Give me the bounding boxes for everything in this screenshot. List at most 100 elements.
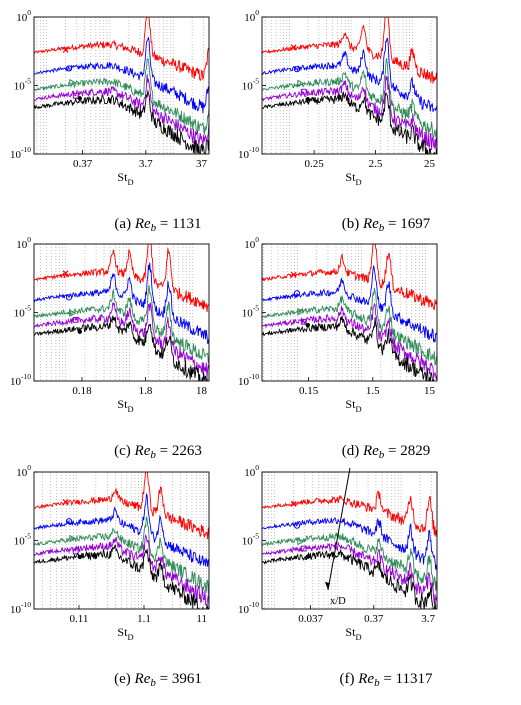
caption-f: (f) Reb = 11317 bbox=[286, 671, 486, 689]
annotation-label: x/D bbox=[330, 596, 346, 607]
series-line bbox=[34, 492, 209, 567]
series-line bbox=[34, 315, 208, 381]
series-marker bbox=[65, 65, 73, 72]
panel-b: 100 10-5 10-10 0.25 2.5 25 StD bbox=[238, 8, 438, 187]
y-tick-exponent: 0 bbox=[255, 463, 259, 472]
series-line bbox=[262, 287, 437, 367]
caption-tag: (e) bbox=[114, 671, 131, 687]
x-tick-label: 18 bbox=[196, 385, 208, 397]
y-tick-label: 100 bbox=[244, 463, 259, 479]
caption-eq: = 1697 bbox=[388, 216, 431, 232]
x-axis-label-sub: D bbox=[127, 632, 133, 642]
series-marker bbox=[297, 307, 305, 316]
series-line bbox=[34, 544, 209, 609]
y-tick-exponent: -10 bbox=[21, 372, 31, 381]
annotation-arrowhead bbox=[325, 582, 330, 590]
x-tick-label: 0.37 bbox=[364, 613, 384, 625]
x-tick-label: 11 bbox=[196, 613, 207, 625]
y-tick-label: 10-10 bbox=[10, 145, 31, 161]
series-marker bbox=[305, 322, 310, 328]
x-axis-label-sub: D bbox=[127, 177, 133, 187]
caption-sub: b bbox=[378, 449, 385, 461]
series-marker bbox=[77, 329, 82, 334]
x-axis-label: StD bbox=[117, 625, 133, 642]
series-line bbox=[34, 472, 209, 540]
panel-d: 100 10-5 10-10 0.15 1.5 15 StD bbox=[238, 235, 438, 414]
x-tick-label: 0.25 bbox=[304, 158, 324, 170]
y-tick-label: 10-5 bbox=[242, 304, 259, 320]
series-marker bbox=[65, 518, 73, 525]
x-axis-label-sub: D bbox=[127, 404, 133, 414]
y-tick-exponent: 0 bbox=[27, 463, 31, 472]
series-marker bbox=[77, 554, 82, 560]
x-axis-label: StD bbox=[345, 397, 361, 414]
x-axis-label: StD bbox=[345, 625, 361, 642]
caption-eq: = 2263 bbox=[159, 443, 202, 459]
series-marker bbox=[293, 66, 301, 73]
series-line bbox=[34, 37, 209, 114]
x-tick-label: 1.1 bbox=[137, 613, 151, 625]
series-line bbox=[262, 37, 437, 113]
caption-tag: (b) bbox=[341, 216, 360, 232]
y-tick-exponent: -5 bbox=[25, 77, 31, 86]
panel-c: 100 10-5 10-10 0.18 1.8 18 StD bbox=[10, 235, 210, 414]
panel-e: 100 10-5 10-10 0.11 1.1 11 StD bbox=[10, 463, 210, 642]
axes-frame bbox=[33, 243, 210, 382]
series-line bbox=[34, 90, 209, 154]
caption-tag: (c) bbox=[114, 443, 131, 459]
series-marker bbox=[69, 309, 77, 318]
caption-eq: = 1131 bbox=[159, 216, 202, 232]
series-marker bbox=[297, 79, 305, 88]
x-tick-label: 0.11 bbox=[70, 613, 89, 625]
series-marker bbox=[290, 501, 297, 507]
caption-var: Re bbox=[362, 443, 379, 459]
x-tick-label: 0.37 bbox=[73, 158, 93, 170]
series-line bbox=[34, 302, 209, 379]
series-marker bbox=[77, 96, 82, 101]
y-tick-label: 10-10 bbox=[238, 600, 259, 616]
caption-c: (c) Reb = 2263 bbox=[58, 443, 258, 461]
y-tick-exponent: -10 bbox=[249, 145, 259, 154]
caption-e: (e) Reb = 3961 bbox=[58, 671, 258, 689]
series-line bbox=[262, 244, 437, 311]
y-tick-label: 10-5 bbox=[14, 532, 31, 548]
y-tick-exponent: -5 bbox=[253, 304, 259, 313]
y-tick-label: 10-10 bbox=[238, 145, 259, 161]
y-tick-label: 10-5 bbox=[14, 304, 31, 320]
caption-tag: (d) bbox=[341, 443, 360, 459]
series-marker bbox=[290, 44, 297, 51]
series-line bbox=[34, 244, 209, 313]
y-tick-exponent: 0 bbox=[255, 235, 259, 244]
series-marker bbox=[290, 271, 297, 278]
series-marker bbox=[62, 499, 69, 505]
series-marker bbox=[72, 316, 79, 323]
caption-d: (d) Reb = 2829 bbox=[286, 443, 486, 461]
series-marker bbox=[305, 554, 310, 559]
series-line bbox=[34, 57, 209, 135]
y-tick-label: 10-10 bbox=[10, 372, 31, 388]
panel-f: 100 10-5 10-10 0.037 0.37 3.7 StD x/D bbox=[238, 463, 438, 642]
series-line bbox=[34, 533, 209, 607]
y-tick-exponent: -5 bbox=[25, 532, 31, 541]
series-marker bbox=[72, 548, 79, 555]
y-tick-exponent: -5 bbox=[25, 304, 31, 313]
series-marker bbox=[69, 78, 77, 87]
x-axis-label-sub: D bbox=[355, 632, 361, 642]
y-tick-label: 10-5 bbox=[242, 77, 259, 93]
caption-var: Re bbox=[362, 216, 379, 232]
annotation-arrow bbox=[327, 467, 351, 591]
caption-var: Re bbox=[134, 671, 151, 687]
x-tick-label: 0.15 bbox=[299, 385, 319, 397]
y-tick-label: 100 bbox=[244, 8, 259, 24]
y-tick-exponent: 0 bbox=[27, 8, 31, 17]
x-tick-label: 3.7 bbox=[139, 158, 153, 170]
x-tick-label: 15 bbox=[424, 385, 436, 397]
series-marker bbox=[62, 47, 69, 53]
panel-a: 100 10-5 10-10 0.37 3.7 37 StD bbox=[10, 8, 210, 187]
series-line bbox=[34, 74, 209, 147]
y-tick-label: 100 bbox=[16, 8, 31, 24]
series-line bbox=[34, 17, 209, 82]
x-axis-label: StD bbox=[345, 170, 361, 187]
